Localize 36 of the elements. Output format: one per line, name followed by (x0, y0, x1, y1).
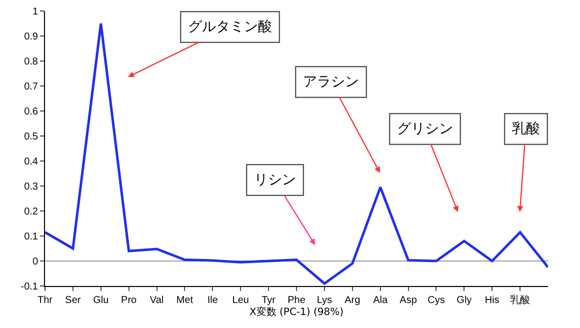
x-tick-label: His (484, 295, 500, 306)
x-tick-label: Arg (344, 295, 360, 306)
y-tick-label: -0.1 (20, 282, 38, 292)
x-tick-label: 乳酸 (510, 294, 530, 306)
y-tick-label: 0.7 (24, 82, 38, 92)
y-tick-label: 0.4 (24, 156, 38, 168)
x-tick-label: Leu (232, 295, 249, 306)
x-tick-label: Met (176, 295, 194, 306)
y-tick-label: 0.8 (24, 56, 38, 68)
annotation: グリシン (397, 121, 454, 138)
y-tick-label: 0 (32, 256, 38, 268)
x-tick-label: Thr (38, 295, 54, 306)
annotation: グルタミン酸 (188, 19, 272, 36)
x-tick-label: Ile (207, 295, 218, 306)
x-tick-label: Lys (316, 295, 332, 306)
y-tick-label: 0.3 (24, 182, 38, 192)
annotation: 乳酸 (512, 121, 540, 138)
y-tick-label: 1 (32, 6, 38, 18)
x-tick-label: Tyr (262, 295, 276, 306)
y-tick-label: 0.5 (24, 132, 38, 142)
x-tick-label: Cys (428, 295, 445, 306)
y-tick-label: 0.6 (24, 106, 38, 118)
annotation: リシン (254, 172, 296, 188)
x-tick-label: Phe (288, 295, 306, 306)
y-tick-label: 0.1 (24, 232, 38, 242)
x-tick-label: Glu (93, 295, 109, 306)
x-tick-label: Gly (456, 295, 472, 306)
x-tick-label: Val (150, 295, 164, 306)
annotation: アラシン (303, 74, 360, 90)
x-tick-label: Ala (373, 295, 388, 306)
y-tick-label: 0.9 (24, 32, 38, 42)
x-tick-label: Ser (65, 295, 82, 306)
x-tick-label: Asp (400, 295, 418, 306)
x-tick-label: Pro (121, 295, 138, 306)
x-axis-title: X変数 (PC-1) (98%) (249, 306, 344, 318)
y-tick-label: 0.2 (24, 206, 38, 218)
